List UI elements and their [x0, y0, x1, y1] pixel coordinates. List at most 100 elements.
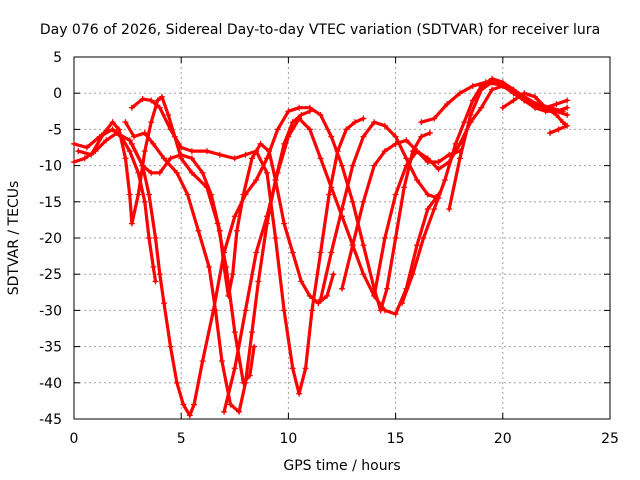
- data-point: [328, 133, 335, 140]
- data-point: [126, 137, 133, 144]
- data-point: [478, 86, 485, 93]
- data-point: [161, 155, 168, 162]
- data-point: [251, 343, 258, 350]
- x-tick-label: 20: [494, 431, 512, 447]
- data-point: [542, 104, 549, 111]
- data-point: [242, 379, 249, 386]
- data-point: [392, 140, 399, 147]
- data-point: [253, 249, 260, 256]
- data-point: [298, 111, 305, 118]
- data-point: [564, 104, 571, 111]
- data-point: [392, 133, 399, 140]
- data-point: [555, 126, 562, 133]
- data-point: [435, 166, 442, 173]
- data-point: [242, 307, 249, 314]
- data-point: [339, 206, 345, 213]
- data-point: [210, 307, 217, 314]
- data-point: [216, 151, 223, 158]
- data-point: [330, 271, 337, 278]
- data-point: [152, 235, 159, 241]
- data-point: [150, 140, 157, 147]
- data-point: [403, 162, 410, 169]
- data-point: [469, 82, 476, 89]
- data-point: [156, 271, 163, 278]
- data-point: [178, 151, 185, 158]
- data-point: [161, 300, 168, 307]
- data-point: [231, 329, 238, 336]
- data-point: [148, 119, 155, 126]
- data-point: [308, 307, 315, 314]
- data-point: [274, 126, 281, 133]
- data-point: [446, 206, 453, 213]
- data-point: [186, 412, 193, 419]
- data-point: [315, 300, 322, 307]
- data-point: [221, 408, 228, 415]
- data-point: [456, 155, 463, 162]
- data-point: [253, 148, 260, 155]
- data-point: [469, 97, 476, 104]
- data-point: [128, 220, 135, 227]
- data-point: [317, 249, 324, 256]
- data-point: [81, 155, 88, 162]
- y-tick-label: -45: [39, 412, 62, 428]
- data-point: [88, 151, 95, 158]
- data-point: [424, 206, 431, 213]
- data-point: [392, 235, 399, 241]
- data-point: [302, 365, 309, 372]
- data-point: [122, 119, 129, 126]
- data-point: [128, 104, 135, 111]
- data-point: [101, 130, 108, 137]
- data-point: [401, 184, 408, 191]
- x-tick-label: 5: [177, 431, 186, 447]
- data-point: [418, 133, 425, 140]
- data-point: [126, 148, 133, 155]
- data-point: [426, 130, 433, 137]
- data-point: [564, 97, 571, 104]
- data-point: [75, 148, 82, 155]
- data-point: [154, 97, 161, 104]
- data-point: [203, 148, 210, 155]
- data-point: [489, 79, 496, 86]
- data-point: [360, 198, 367, 205]
- data-point: [296, 104, 303, 111]
- data-point: [71, 158, 77, 165]
- data-point: [141, 198, 148, 205]
- series-line: [340, 138, 462, 291]
- data-point: [553, 111, 560, 118]
- data-point: [180, 401, 187, 408]
- data-point: [71, 140, 77, 147]
- data-point: [146, 191, 153, 198]
- data-point: [510, 90, 517, 97]
- series-line: [72, 131, 196, 417]
- data-point: [242, 151, 249, 158]
- data-point: [208, 191, 215, 198]
- data-point: [531, 93, 538, 100]
- data-point: [371, 162, 378, 169]
- series-group: [71, 75, 571, 419]
- data-point: [188, 169, 195, 176]
- data-point: [441, 177, 448, 184]
- series-line: [192, 106, 432, 407]
- data-point: [139, 162, 146, 169]
- x-tick-label: 10: [279, 431, 297, 447]
- data-point: [126, 191, 133, 198]
- data-point: [135, 191, 142, 198]
- series-track-9: [317, 119, 442, 303]
- series-track-14: [446, 79, 571, 213]
- data-point: [381, 122, 388, 129]
- data-point: [188, 155, 195, 162]
- series-track-15: [499, 90, 571, 137]
- data-point: [564, 122, 571, 129]
- data-point: [272, 235, 279, 241]
- data-point: [403, 137, 410, 144]
- data-point: [420, 235, 427, 241]
- data-point: [521, 90, 528, 97]
- data-point: [317, 296, 324, 303]
- data-point: [360, 271, 367, 278]
- data-point: [461, 119, 468, 126]
- data-point: [414, 177, 421, 184]
- data-point: [248, 329, 255, 336]
- data-point: [274, 169, 281, 176]
- data-point: [351, 119, 358, 126]
- data-point: [152, 278, 159, 285]
